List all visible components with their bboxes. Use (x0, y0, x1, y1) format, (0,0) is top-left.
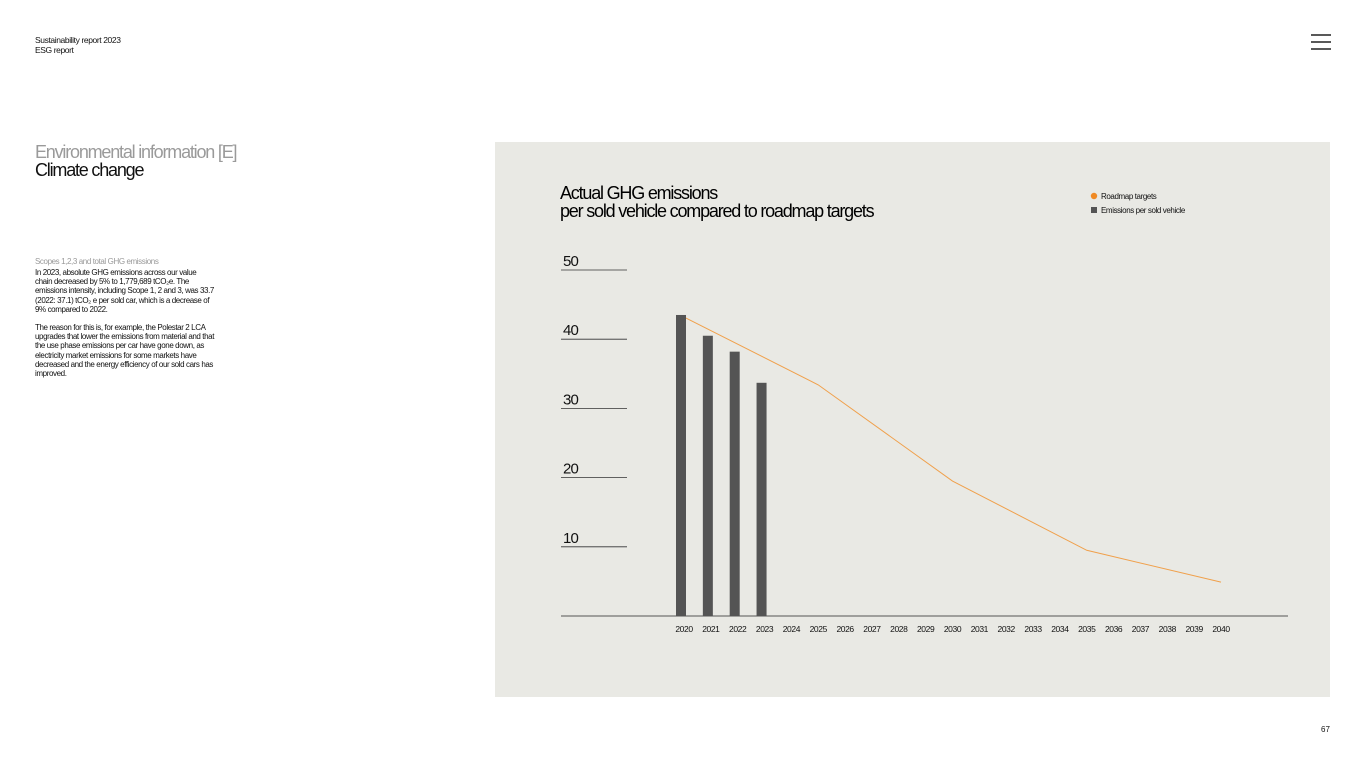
report-subtitle: ESG report (35, 44, 74, 55)
x-tick-label: 2040 (1212, 624, 1230, 634)
x-tick-label: 2039 (1185, 624, 1203, 634)
bar (729, 351, 740, 616)
x-tick-label: 2035 (1078, 624, 1096, 634)
paragraph: In 2023, absolute GHG emissions across o… (35, 268, 214, 314)
chart-title: Actual GHG emissions (560, 183, 718, 203)
y-tick-label: 20 (563, 461, 579, 478)
x-tick-label: 2038 (1159, 624, 1177, 634)
legend-label: Roadmap targets (1101, 192, 1157, 201)
legend-swatch (1091, 207, 1097, 213)
x-tick-label: 2024 (783, 624, 801, 634)
body-label: Scopes 1,2,3 and total GHG emissions (35, 257, 159, 266)
bar (676, 314, 686, 616)
bar (756, 382, 767, 616)
y-tick-label: 50 (563, 253, 579, 270)
roadmap-line (683, 316, 1222, 583)
x-tick-label: 2027 (863, 624, 881, 634)
legend-swatch (1090, 192, 1098, 200)
section-category: Environmental information [E] (35, 142, 238, 162)
x-tick-label: 2037 (1132, 624, 1150, 634)
x-tick-label: 2025 (810, 624, 828, 634)
x-tick-label: 2029 (917, 624, 935, 634)
report-title: Sustainability report 2023 (35, 35, 121, 45)
x-tick-label: 2023 (756, 624, 774, 634)
header: Sustainability report 2023 ESG report (35, 35, 121, 55)
x-tick-label: 2020 (675, 624, 693, 634)
legend-label: Emissions per sold vehicle (1101, 206, 1186, 215)
y-tick-label: 40 (563, 322, 579, 339)
chart-background (495, 142, 1330, 697)
x-tick-label: 2022 (729, 624, 747, 634)
x-tick-label: 2031 (971, 624, 989, 634)
chart-title: per sold vehicle compared to roadmap tar… (560, 201, 875, 221)
x-tick-label: 2028 (890, 624, 908, 634)
y-tick-label: 30 (563, 391, 579, 408)
x-tick-label: 2036 (1105, 624, 1123, 634)
section-title: Climate change (35, 160, 144, 180)
x-tick-label: 2033 (1024, 624, 1042, 634)
x-tick-label: 2026 (836, 624, 854, 634)
x-tick-label: 2032 (998, 624, 1016, 634)
page-number: 67 (1321, 725, 1330, 734)
y-tick-label: 10 (563, 530, 579, 547)
paragraph: The reason for this is, for example, the… (35, 323, 215, 379)
x-tick-label: 2021 (702, 624, 720, 634)
menu-button[interactable] (1310, 33, 1332, 51)
x-tick-label: 2034 (1051, 624, 1069, 634)
bar (702, 335, 713, 616)
x-tick-label: 2030 (944, 624, 962, 634)
